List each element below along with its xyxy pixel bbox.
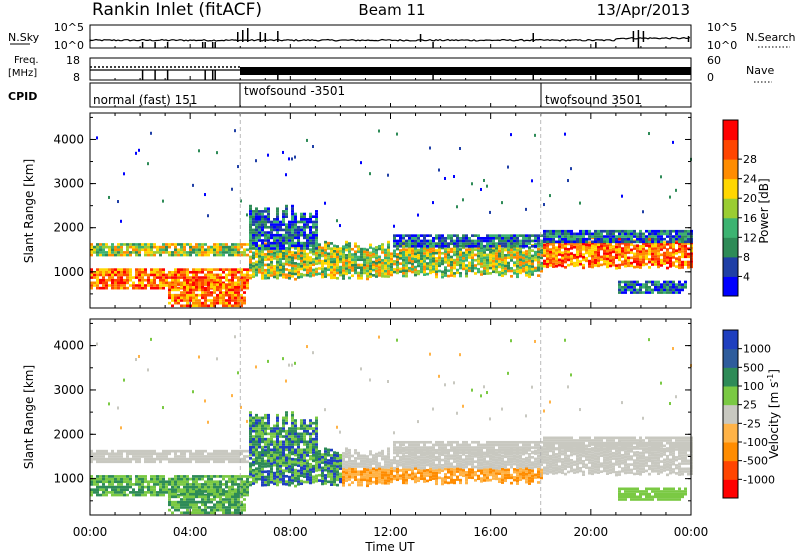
y-tick-label-0: 1000 [53,472,84,486]
freq-panel: Freq. [MHz] 18 8 60 0 Nave [8,54,774,84]
y-tick-label-0: 1000 [53,265,84,279]
nsearch-tick-bottom: 10^0 [707,39,737,52]
freq-label: Freq. [14,55,39,66]
velocity-heatmap-cells [90,335,693,515]
y-tick-label-2: 3000 [53,383,84,397]
velocity-x-ticks [89,319,692,515]
cpid-segment-0: normal (fast) 151 [93,93,197,107]
power-colorbar-label: Power [dB] [757,178,771,243]
time-axis-label: Time UT [364,540,415,554]
colorbar-tick-1-2: 100 [743,380,764,393]
y-tick-label-1: 2000 [53,221,84,235]
colorbar-tick-1-7: -1000 [743,473,775,486]
time-tick-2: 08:00 [273,525,308,539]
colorbar-tick-0-1: 8 [743,251,750,264]
colorbar-tick-0-5: 24 [743,173,757,186]
beam-title: Beam 11 [358,1,425,19]
colorbar-tick-1-6: -500 [743,455,768,468]
freq-tick-bottom: 8 [73,71,80,84]
nave-label: Nave [746,64,774,77]
station-title: Rankin Inlet (fitACF) [92,0,262,20]
cpid-label: CPID [8,90,37,103]
power-y-label: Slant Range [km] [22,159,36,263]
colorbar-tick-1-4: -25 [743,417,761,430]
power-colorbar: 4 8 12 16 20 24 28 Power [dB] [722,119,771,297]
nave-tick-top: 60 [707,54,721,67]
colorbar-tick-0-3: 16 [743,212,757,225]
colorbar-tick-1-1: 500 [743,361,764,374]
colorbar-tick-0-0: 4 [743,270,750,283]
cpid-segment-2: twofsound 3501 [545,93,642,107]
nsky-panel: N.Sky 10^5 10^0 10^5 10^0 N.Search [8,21,796,52]
cpid-segment-1: twofsound -3501 [244,84,345,98]
colorbar-tick-0-6: 28 [743,153,757,166]
nsky-tick-top: 10^5 [54,21,84,34]
colorbar-tick-0-2: 12 [743,231,757,244]
y-tick-label-2: 3000 [53,177,84,191]
nave-tick-bottom: 0 [707,71,714,84]
power-panel: 1000 2000 3000 4000 Slant Range [km] [22,112,693,309]
velocity-colorbar-label: Velocity [m s-1] [766,369,781,459]
time-tick-3: 12:00 [373,525,408,539]
velocity-panel: 1000 2000 3000 4000 Slant Range [km] [22,318,693,516]
cpid-panel: CPID normal (fast) 151 twofsound -3501 t… [8,82,692,108]
date-title: 13/Apr/2013 [597,1,690,19]
colorbar-tick-1-5: -100 [743,436,768,449]
nsky-trace [89,28,691,48]
time-tick-0: 00:00 [73,525,108,539]
power-x-ticks [89,113,692,308]
time-tick-5: 20:00 [574,525,609,539]
velocity-colorbar: 1000 500 100 25 -25 -100 -500 -1000 Velocity [m… [722,329,781,499]
colorbar-tick-0-4: 20 [743,192,757,205]
nsky-tick-bottom: 10^0 [54,39,84,52]
time-axis-labels: 00:00 04:00 08:00 12:00 16:00 20:00 00:00 [73,44,709,539]
freq-trace [90,66,691,80]
freq-tick-top: 18 [66,54,80,67]
freq-unit: [MHz] [8,68,37,79]
time-tick-1: 04:00 [173,525,208,539]
colorbar-tick-1-0: 1000 [743,343,771,356]
time-tick-6: 00:00 [674,525,709,539]
y-tick-label-3: 4000 [53,339,84,353]
nsearch-tick-top: 10^5 [707,21,737,34]
y-tick-label-3: 4000 [53,132,84,146]
colorbar-tick-1-3: 25 [743,399,757,412]
nsky-label: N.Sky [8,31,40,44]
power-y-ticks: 1000 2000 3000 4000 [53,116,691,295]
velocity-y-ticks: 1000 2000 3000 4000 [53,322,691,502]
velocity-y-label: Slant Range [km] [22,365,36,469]
nsearch-label: N.Search [746,31,796,44]
power-heatmap-cells [90,129,693,308]
y-tick-label-1: 2000 [53,427,84,441]
time-tick-4: 16:00 [473,525,508,539]
